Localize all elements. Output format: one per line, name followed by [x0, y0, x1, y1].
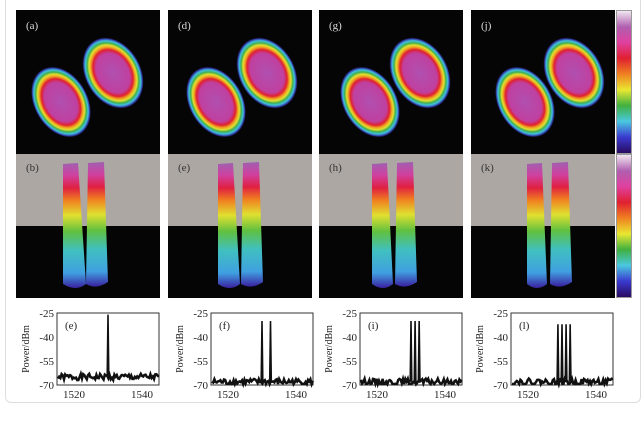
spectral-peak — [556, 324, 560, 382]
y-tick-label: -55 — [193, 356, 208, 368]
y-tick-label: -55 — [493, 356, 508, 368]
spectral-peak — [560, 324, 564, 382]
peak-left — [218, 163, 240, 288]
panel-label: (j) — [481, 20, 492, 32]
y-axis-label: Power/dBm — [475, 325, 486, 373]
y-tick-label: -70 — [493, 380, 508, 392]
spectrum-chart: -25-40-55-7015201540λ/nmPower/dBm(e) — [21, 308, 160, 400]
panel-label: (k) — [481, 162, 494, 174]
spectral-peak — [106, 314, 110, 378]
colorbar-bottom — [616, 154, 632, 298]
x-tick-label: 1540 — [131, 389, 154, 400]
y-tick-label: -70 — [193, 380, 208, 392]
spectral-peak — [268, 320, 273, 382]
y-axis-label: Power/dBm — [175, 325, 186, 373]
panel-label: (a) — [26, 20, 39, 32]
chart-label: (i) — [368, 320, 379, 332]
panel-label: (b) — [26, 162, 39, 174]
panel-label: (h) — [329, 162, 342, 174]
mode-intensity-image: (j) — [471, 10, 615, 154]
mode-intensity-image: (d) — [168, 10, 312, 154]
spectral-peak — [413, 320, 417, 382]
y-tick-label: -40 — [342, 332, 357, 344]
x-tick-label: 1540 — [434, 389, 457, 400]
lobe-left — [494, 66, 556, 138]
y-tick-label: -25 — [193, 308, 208, 320]
lobe-left — [185, 66, 247, 138]
mode-intensity-image: (g) — [319, 10, 463, 154]
y-tick-label: -40 — [493, 332, 508, 344]
x-tick-label: 1520 — [366, 389, 389, 400]
panel-label: (g) — [329, 20, 342, 32]
lobe-left — [339, 66, 401, 138]
peak-right — [86, 162, 108, 287]
spectral-peak — [568, 324, 572, 382]
colorbar-top — [616, 10, 632, 154]
mode-3d-profile: (h) — [319, 154, 463, 298]
x-tick-label: 1520 — [517, 389, 540, 400]
noise-floor-trace — [512, 374, 614, 389]
y-tick-label: -25 — [39, 308, 54, 320]
peak-right — [395, 162, 417, 287]
y-tick-label: -40 — [39, 332, 54, 344]
lobe-right — [236, 37, 298, 109]
y-tick-label: -55 — [342, 356, 357, 368]
panel-label: (d) — [178, 20, 191, 32]
lobe-right — [82, 37, 144, 109]
spectrum-chart: -25-40-55-7015201540λ/nmPower/dBm(f) — [175, 308, 314, 400]
spectral-peak — [409, 320, 413, 382]
peak-left — [372, 163, 393, 288]
y-axis-label: Power/dBm — [324, 325, 335, 373]
lobe-right — [389, 37, 451, 109]
spectral-peak — [260, 320, 264, 382]
noise-floor-trace — [211, 375, 314, 389]
peak-left — [527, 163, 547, 288]
panel-label: (e) — [178, 162, 191, 174]
y-tick-label: -40 — [193, 332, 208, 344]
lobe-left — [30, 66, 92, 138]
y-tick-label: -70 — [342, 380, 357, 392]
spectral-peak — [417, 320, 421, 382]
mode-3d-profile: (b) — [16, 154, 160, 298]
lobe-right — [543, 37, 605, 109]
plot-background — [168, 154, 312, 226]
chart-label: (e) — [65, 320, 78, 332]
y-tick-label: -55 — [39, 356, 54, 368]
peak-right — [241, 162, 263, 287]
y-axis-label: Power/dBm — [21, 325, 32, 373]
y-tick-label: -25 — [493, 308, 508, 320]
x-tick-label: 1540 — [585, 389, 608, 400]
peak-left — [63, 163, 86, 288]
x-tick-label: 1520 — [63, 389, 86, 400]
x-tick-label: 1540 — [285, 389, 308, 400]
spectral-peak — [564, 324, 568, 382]
y-tick-label: -25 — [342, 308, 357, 320]
chart-label: (f) — [219, 320, 230, 332]
x-tick-label: 1520 — [217, 389, 240, 400]
mode-3d-profile: (k) — [471, 154, 615, 298]
y-tick-label: -70 — [39, 380, 54, 392]
spectrum-chart: -25-40-55-7015201540λ/nmPower/dBm(i) — [324, 308, 463, 400]
noise-floor-trace — [359, 374, 463, 389]
mode-intensity-image: (a) — [16, 10, 160, 154]
noise-floor-trace — [56, 369, 160, 385]
mode-3d-profile: (e) — [168, 154, 312, 298]
spectrum-chart: -25-40-55-7015201540λ/nmPower/dBm(l) — [475, 308, 614, 400]
plot-background — [319, 154, 463, 226]
chart-label: (l) — [519, 320, 530, 332]
figure-frame — [5, 0, 641, 403]
peak-right — [550, 162, 572, 287]
